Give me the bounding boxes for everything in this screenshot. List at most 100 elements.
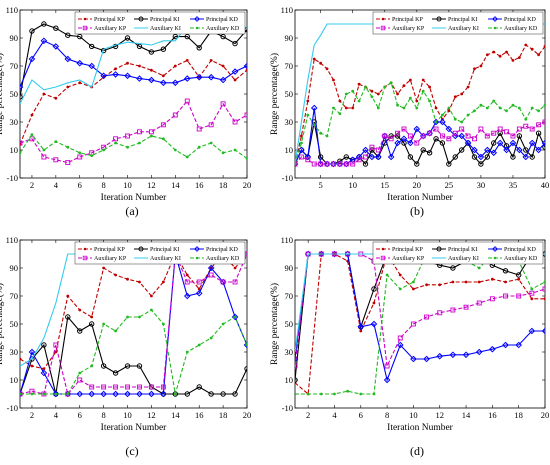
legend-marker xyxy=(195,26,199,30)
data-point-principal-kd xyxy=(489,345,496,353)
data-point-principal-kp xyxy=(161,74,165,78)
data-point-auxiliary-kp xyxy=(77,377,83,383)
data-point-auxiliary-kd xyxy=(505,109,508,113)
series-line-auxiliary-kd xyxy=(295,81,545,165)
data-point-principal-kd xyxy=(100,390,107,398)
data-point-auxiliary-kp xyxy=(324,161,330,167)
legend-marker xyxy=(194,16,200,22)
legend: Principal KP Principal KI Principal KD Auxi… xyxy=(74,241,246,265)
data-point-principal-ki xyxy=(535,130,542,136)
series-principal-kp xyxy=(295,43,545,166)
data-point-principal-ki xyxy=(77,328,83,334)
data-point-auxiliary-kd xyxy=(245,157,247,160)
data-point-principal-kd xyxy=(195,73,203,81)
data-point-principal-kp xyxy=(451,280,455,284)
x-axis-label: Iteration Number xyxy=(387,193,454,203)
data-point-principal-kp xyxy=(138,64,141,68)
data-point-auxiliary-kp xyxy=(331,161,336,167)
data-point-principal-ki xyxy=(124,363,131,369)
data-point-principal-kd xyxy=(445,125,453,133)
data-point-principal-ki xyxy=(388,133,394,139)
data-point-auxiliary-kd xyxy=(161,322,165,326)
data-point-auxiliary-kd xyxy=(295,162,297,166)
data-point-principal-kp xyxy=(517,277,521,281)
data-point-principal-ki xyxy=(65,32,71,38)
y-tick-label: 90 xyxy=(285,263,294,273)
x-tick-label: 14 xyxy=(171,410,180,420)
legend-marker xyxy=(83,17,87,21)
data-point-principal-kp xyxy=(150,68,153,72)
x-tick-label: 16 xyxy=(195,410,204,420)
data-point-auxiliary-kd xyxy=(477,266,481,270)
x-tick-label: 20 xyxy=(243,410,252,420)
data-point-auxiliary-kd xyxy=(441,113,444,117)
data-point-principal-kp xyxy=(524,43,528,47)
x-tick-label: 4 xyxy=(54,180,59,190)
data-point-auxiliary-kd xyxy=(543,103,545,107)
data-point-principal-kd xyxy=(509,139,517,147)
data-point-principal-ki xyxy=(160,46,167,52)
data-point-auxiliary-kd xyxy=(376,106,380,110)
data-point-principal-kd xyxy=(362,146,369,154)
data-point-principal-kd xyxy=(439,118,446,126)
data-point-principal-kd xyxy=(400,135,408,143)
x-tick-label: 8 xyxy=(102,180,106,190)
data-point-auxiliary-kd xyxy=(150,308,153,312)
legend-label-principal-ki: Principal KI xyxy=(448,17,478,23)
data-point-auxiliary-kd xyxy=(344,92,348,96)
legend-label-principal-ki: Principal KI xyxy=(150,17,180,23)
y-tick-label: -10 xyxy=(7,173,18,183)
data-point-auxiliary-kp xyxy=(478,126,484,132)
data-point-auxiliary-kp xyxy=(305,157,311,163)
data-point-auxiliary-kp xyxy=(184,279,190,285)
data-point-principal-kp xyxy=(42,92,46,96)
data-point-auxiliary-kp xyxy=(160,122,166,128)
data-point-auxiliary-kp xyxy=(172,112,178,118)
x-tick-label: 20 xyxy=(413,180,422,190)
legend-marker xyxy=(493,26,497,30)
data-point-principal-ki xyxy=(136,43,143,50)
legend-label-auxiliary-kp: Auxiliary KP xyxy=(392,256,425,262)
series-line-principal-ki xyxy=(295,121,545,166)
data-point-principal-kd xyxy=(503,146,510,154)
data-point-auxiliary-kd xyxy=(543,280,545,284)
data-point-auxiliary-kd xyxy=(492,99,496,103)
x-tick-label: 5 xyxy=(319,180,323,190)
data-point-principal-kp xyxy=(359,329,363,333)
legend-label-principal-kp: Principal KP xyxy=(94,17,125,23)
data-point-principal-kp xyxy=(30,364,34,368)
x-tick-label: 2 xyxy=(306,410,310,420)
data-point-principal-kp xyxy=(415,99,419,103)
x-tick-label: 18 xyxy=(219,180,228,190)
data-point-principal-kp xyxy=(245,68,247,72)
data-point-principal-kp xyxy=(517,56,521,59)
data-point-auxiliary-kp xyxy=(196,279,202,285)
data-point-principal-kd xyxy=(355,153,363,161)
legend-label-principal-kd: Principal KD xyxy=(206,247,238,253)
y-tick-label: 30 xyxy=(10,347,19,357)
y-tick-label: 10 xyxy=(10,145,19,155)
data-point-principal-kd xyxy=(462,351,470,359)
y-tick-label: 50 xyxy=(10,319,19,329)
y-tick-label: 110 xyxy=(281,5,293,15)
data-point-principal-kp xyxy=(351,106,355,110)
legend-label-auxiliary-ki: Auxiliary KI xyxy=(448,256,479,262)
data-point-principal-kd xyxy=(160,79,167,87)
data-point-auxiliary-kd xyxy=(415,106,419,110)
data-point-principal-kd xyxy=(172,79,179,87)
data-point-principal-kp xyxy=(54,350,58,354)
y-tick-label: 110 xyxy=(281,235,293,245)
data-point-principal-kp xyxy=(543,297,545,301)
data-point-auxiliary-kd xyxy=(338,112,342,115)
data-point-principal-kp xyxy=(479,64,483,68)
legend-label-auxiliary-kp: Auxiliary KP xyxy=(94,256,127,262)
data-point-auxiliary-kp xyxy=(452,130,458,136)
data-point-principal-kd xyxy=(136,390,143,398)
data-point-principal-ki xyxy=(426,150,433,156)
legend-marker xyxy=(381,247,385,251)
data-point-auxiliary-kp xyxy=(427,130,433,136)
data-point-auxiliary-kd xyxy=(312,123,316,127)
data-point-principal-ki xyxy=(371,286,377,292)
data-point-auxiliary-kd xyxy=(126,315,129,319)
data-point-principal-kp xyxy=(357,82,361,86)
